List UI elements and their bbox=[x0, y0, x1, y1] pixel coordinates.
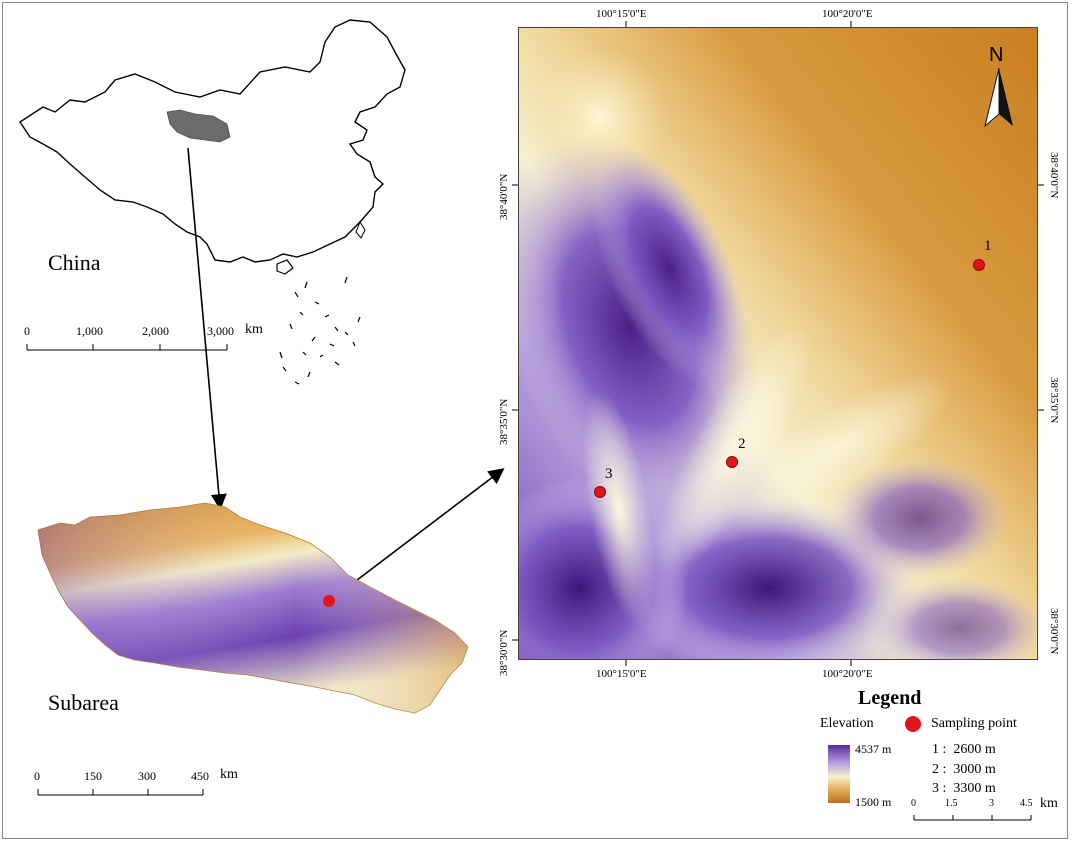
china-scale-tick: 1,000 bbox=[76, 324, 103, 338]
coord-right-1: 38°40'0"N bbox=[1048, 152, 1060, 199]
detail-scale-unit: km bbox=[1040, 796, 1058, 811]
coord-top-2: 100°20'0"E bbox=[822, 8, 873, 20]
subarea-map bbox=[30, 495, 475, 720]
detail-map: N 1 2 3 bbox=[518, 27, 1038, 660]
subarea-scale-unit: km bbox=[220, 767, 238, 782]
study-area-highlight bbox=[166, 109, 231, 143]
elevation-label: Elevation bbox=[820, 716, 874, 731]
china-label: China bbox=[48, 250, 101, 275]
subarea-study-marker bbox=[323, 595, 335, 607]
china-scale-unit: km bbox=[245, 322, 263, 337]
legend-point-3: 3 : 3300 m bbox=[932, 781, 996, 796]
south-china-sea-islands bbox=[279, 276, 361, 385]
subarea-elevation bbox=[37, 502, 469, 714]
coord-left-3: 38°30'0"N bbox=[498, 629, 510, 676]
sampling-point-1-label: 1 bbox=[984, 238, 992, 254]
detail-scale-tick: 1.5 bbox=[945, 798, 958, 809]
legend-sampling-icon bbox=[905, 716, 921, 732]
china-scale-tick: 0 bbox=[24, 324, 30, 338]
china-scale-tick: 2,000 bbox=[142, 324, 169, 338]
china-scale-bar: 0 1,000 2,000 3,000 km bbox=[24, 320, 264, 360]
coord-bottom-2: 100°20'0"E bbox=[822, 668, 873, 680]
legend-point-1: 1 : 2600 m bbox=[932, 742, 996, 757]
subarea-scale-tick: 150 bbox=[84, 769, 102, 783]
china-map bbox=[15, 12, 415, 392]
detail-elevation bbox=[519, 28, 1037, 659]
sampling-point-3 bbox=[594, 486, 606, 498]
legend-point-2: 2 : 3000 m bbox=[932, 762, 996, 777]
subarea-scale-tick: 450 bbox=[191, 769, 209, 783]
coord-bottom-1: 100°15'0"E bbox=[596, 668, 647, 680]
elevation-max: 4537 m bbox=[855, 742, 892, 756]
sampling-point-2-label: 2 bbox=[738, 436, 746, 452]
coord-top-1: 100°15'0"E bbox=[596, 8, 647, 20]
china-scale-tick: 3,000 bbox=[207, 324, 234, 338]
coord-left-2: 38°35'0"N bbox=[498, 398, 510, 445]
detail-scale-bar: 0 1.5 3 4.5 km bbox=[908, 796, 1068, 830]
sampling-point-1 bbox=[973, 259, 985, 271]
elevation-ramp bbox=[828, 745, 850, 803]
north-arrow-label: N bbox=[989, 44, 1004, 66]
elevation-min: 1500 m bbox=[855, 795, 892, 809]
legend-title: Legend bbox=[858, 687, 922, 709]
coord-right-2: 38°35'0"N bbox=[1048, 377, 1060, 424]
detail-scale-tick: 4.5 bbox=[1020, 798, 1033, 809]
north-arrow: N bbox=[979, 44, 1019, 128]
coord-left-1: 38°40'0"N bbox=[498, 173, 510, 220]
subarea-label: Subarea bbox=[48, 690, 119, 715]
detail-scale-tick: 0 bbox=[911, 798, 916, 809]
sampling-point-3-label: 3 bbox=[605, 466, 613, 482]
china-outline bbox=[19, 19, 406, 385]
north-arrow-icon bbox=[984, 68, 1013, 128]
coord-right-3: 38°30'0"N bbox=[1048, 608, 1060, 655]
subarea-scale-bar: 0 150 300 450 km bbox=[34, 765, 264, 805]
subarea-scale-tick: 300 bbox=[138, 769, 156, 783]
legend-sampling-label: Sampling point bbox=[931, 716, 1017, 731]
subarea-scale-tick: 0 bbox=[34, 769, 40, 783]
detail-scale-tick: 3 bbox=[989, 798, 994, 809]
sampling-point-2 bbox=[726, 456, 738, 468]
